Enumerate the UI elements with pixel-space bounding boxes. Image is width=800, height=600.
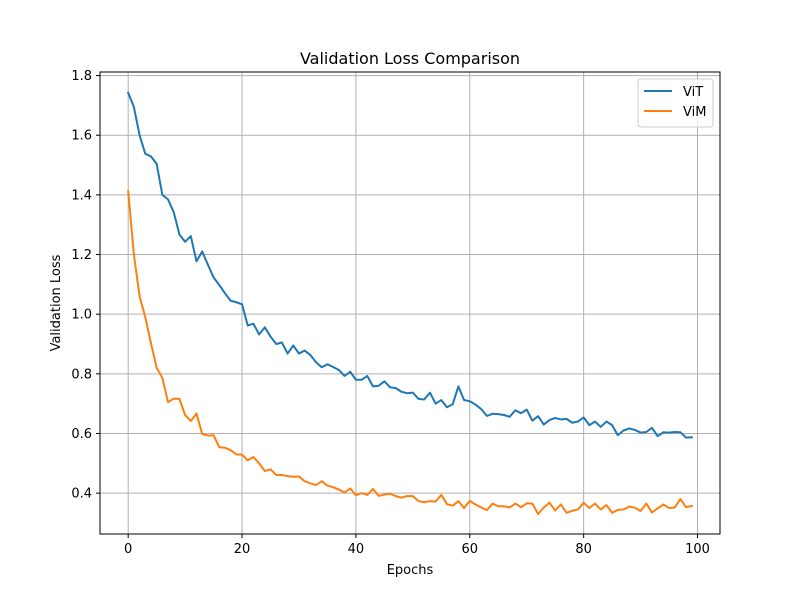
legend: ViT ViM — [637, 78, 714, 128]
y-axis-label: Validation Loss — [49, 254, 64, 351]
x-tick-label: 60 — [462, 542, 479, 557]
y-tick-label: 1.4 — [71, 188, 92, 203]
series-line-vim — [127, 189, 694, 516]
series-line-vit — [126, 91, 693, 439]
y-tick-label: 1.0 — [71, 308, 92, 323]
plot-frame — [99, 71, 721, 535]
y-tick-label: 1.8 — [71, 69, 92, 84]
series-lines — [126, 91, 694, 516]
x-axis-ticks: 0 20 40 60 80 100 — [124, 534, 710, 557]
x-tick-label: 100 — [685, 542, 710, 557]
legend-label-vit: ViT — [683, 85, 703, 100]
x-tick-label: 0 — [124, 542, 132, 557]
legend-label-vim: ViM — [683, 105, 706, 120]
y-tick-label: 1.6 — [71, 129, 92, 144]
y-tick-label: 0.8 — [71, 367, 92, 382]
x-tick-label: 20 — [234, 542, 251, 557]
x-tick-label: 40 — [348, 542, 365, 557]
x-tick-label: 80 — [575, 542, 592, 557]
y-axis-ticks: 0.4 0.6 0.8 1.0 1.2 1.4 1.6 1.8 — [71, 69, 100, 502]
chart-title: Validation Loss Comparison — [300, 49, 520, 68]
x-axis-label: Epochs — [387, 563, 434, 578]
y-tick-label: 1.2 — [71, 248, 92, 263]
y-tick-label: 0.6 — [71, 427, 92, 442]
y-tick-label: 0.4 — [71, 487, 92, 502]
